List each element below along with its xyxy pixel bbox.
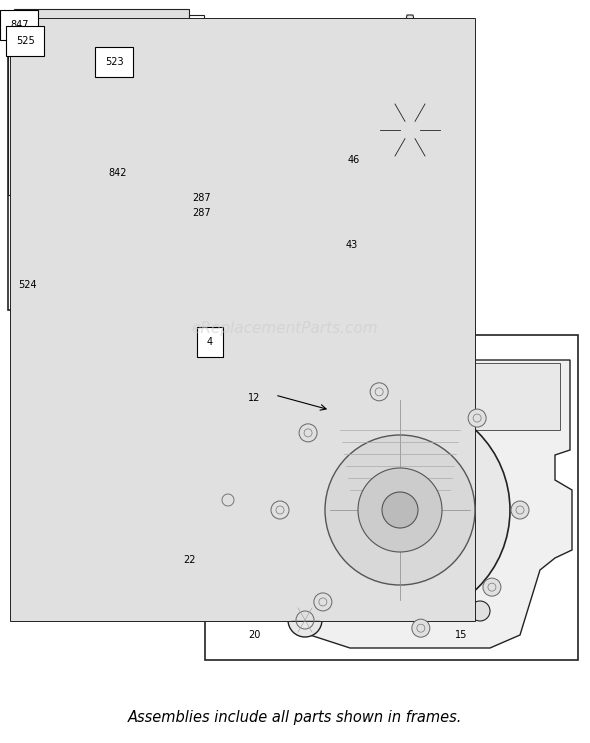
Circle shape [382, 492, 418, 528]
Text: 20: 20 [248, 630, 260, 640]
Text: 22: 22 [183, 555, 195, 565]
Bar [235, 363, 560, 430]
Circle shape [314, 593, 332, 611]
Text: 287: 287 [192, 208, 211, 218]
Circle shape [299, 424, 317, 442]
Text: 4: 4 [207, 337, 213, 347]
Circle shape [325, 435, 475, 585]
Bar [8, 15, 204, 195]
Circle shape [377, 240, 389, 252]
Bar [14, 9, 189, 530]
Text: eReplacementParts.com: eReplacementParts.com [192, 320, 378, 336]
Bar [8, 18, 183, 310]
Polygon shape [215, 360, 572, 648]
Circle shape [390, 110, 430, 150]
Circle shape [288, 603, 322, 637]
Text: 842: 842 [108, 168, 126, 178]
Text: 525: 525 [16, 36, 35, 46]
Text: 46: 46 [348, 155, 360, 165]
Polygon shape [405, 15, 415, 40]
Ellipse shape [217, 482, 239, 518]
Circle shape [511, 501, 529, 519]
Bar [103, 55, 183, 305]
Polygon shape [362, 82, 458, 178]
Text: 12: 12 [248, 393, 260, 403]
Text: 15: 15 [455, 630, 467, 640]
Circle shape [483, 578, 501, 596]
Bar [205, 335, 578, 660]
Text: 523: 523 [105, 57, 124, 67]
Polygon shape [370, 220, 430, 258]
Circle shape [271, 501, 289, 519]
Circle shape [468, 409, 486, 427]
Circle shape [358, 468, 442, 552]
Text: 287: 287 [192, 193, 211, 203]
Text: 524: 524 [18, 280, 37, 290]
Text: 847: 847 [10, 20, 28, 30]
Text: Assemblies include all parts shown in frames.: Assemblies include all parts shown in fr… [128, 710, 462, 725]
Circle shape [408, 233, 418, 243]
Text: 43: 43 [346, 240, 358, 250]
Bar [14, 34, 103, 305]
Bar [10, 18, 475, 621]
Circle shape [290, 400, 510, 620]
Circle shape [370, 383, 388, 400]
Circle shape [412, 619, 430, 637]
Circle shape [470, 601, 490, 621]
